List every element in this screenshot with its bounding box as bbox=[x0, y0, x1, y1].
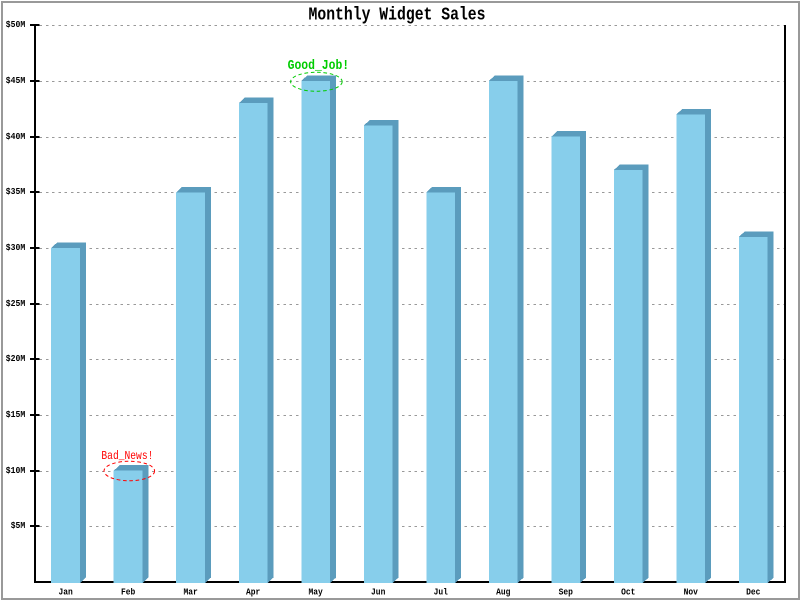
svg-text:$35M: $35M bbox=[6, 186, 26, 197]
svg-text:Monthly Widget Sales: Monthly Widget Sales bbox=[309, 6, 486, 26]
svg-text:Apr: Apr bbox=[246, 587, 260, 598]
svg-text:$15M: $15M bbox=[6, 409, 26, 420]
svg-text:Jun: Jun bbox=[371, 587, 385, 598]
svg-text:Jul: Jul bbox=[434, 587, 448, 598]
svg-text:$40M: $40M bbox=[6, 131, 26, 142]
svg-text:Aug: Aug bbox=[496, 587, 510, 598]
svg-text:$20M: $20M bbox=[6, 353, 26, 364]
svg-text:Jan: Jan bbox=[58, 587, 72, 598]
svg-text:Dec: Dec bbox=[746, 587, 760, 598]
svg-text:Feb: Feb bbox=[121, 587, 135, 598]
svg-text:$10M: $10M bbox=[6, 465, 26, 476]
svg-text:Sep: Sep bbox=[559, 587, 573, 598]
svg-text:Oct: Oct bbox=[621, 587, 635, 598]
svg-text:Bad_News!: Bad_News! bbox=[101, 450, 153, 463]
svg-text:$25M: $25M bbox=[6, 298, 26, 309]
svg-text:Mar: Mar bbox=[183, 587, 197, 598]
svg-text:$30M: $30M bbox=[6, 242, 26, 253]
svg-text:Nov: Nov bbox=[684, 587, 698, 598]
svg-text:$50M: $50M bbox=[6, 19, 26, 30]
svg-text:$45M: $45M bbox=[6, 75, 26, 86]
svg-text:Good_Job!: Good_Job! bbox=[288, 58, 350, 74]
svg-text:$5M: $5M bbox=[11, 520, 26, 531]
svg-text:May: May bbox=[309, 587, 323, 598]
